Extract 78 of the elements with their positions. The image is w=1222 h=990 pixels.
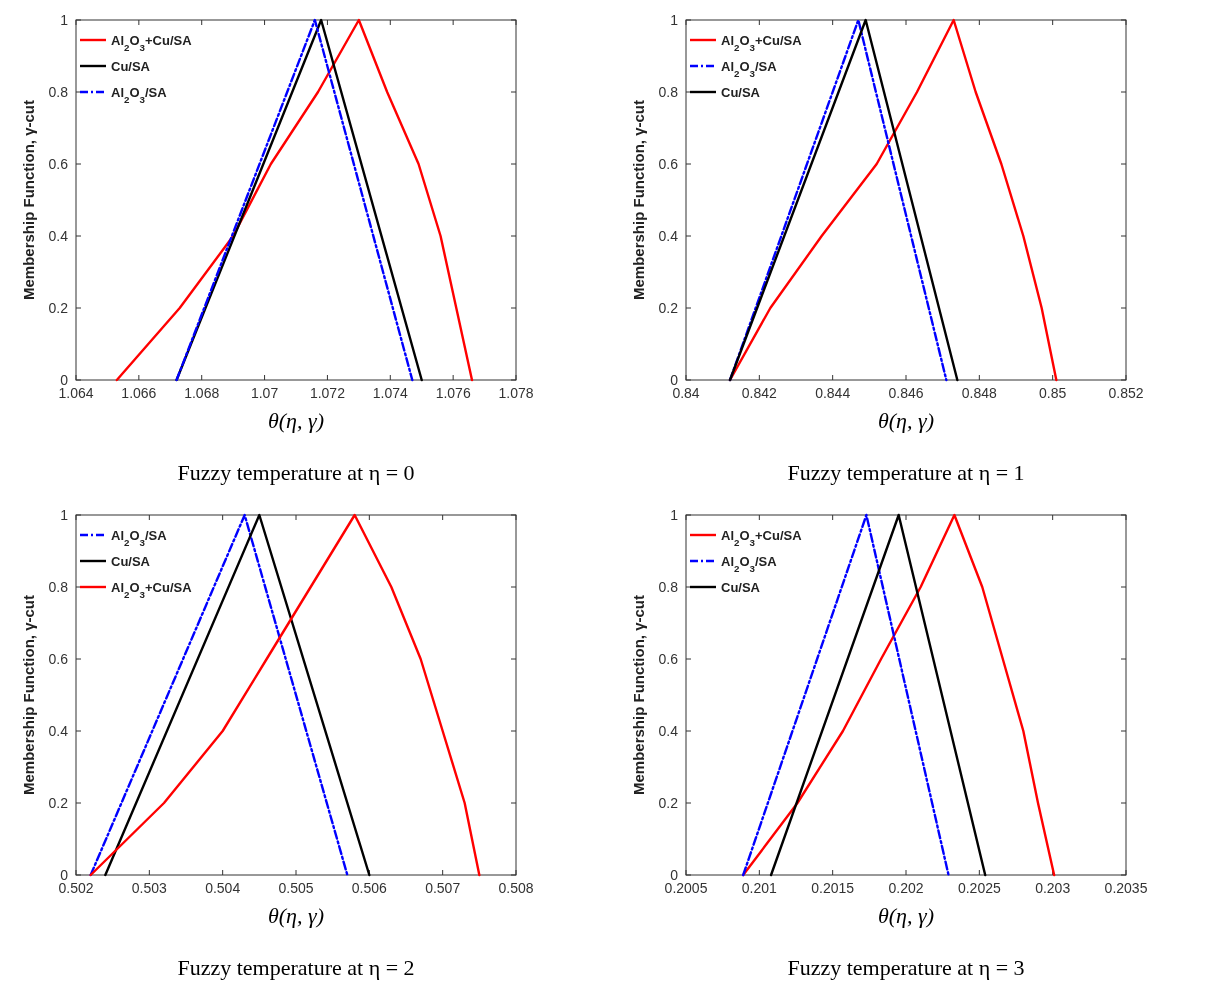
y-tick-label: 0.8	[48, 83, 69, 100]
y-tick-label: 0.8	[658, 83, 679, 100]
x-axis-title: θ(η, γ)	[267, 903, 325, 928]
x-tick-label: 0.844	[815, 385, 851, 401]
text: Fuzzy temperature at η = 1	[787, 460, 1025, 485]
legend-label: Cu/SA	[111, 58, 151, 74]
y-axis-title: Membership Function, γ-cut	[630, 594, 647, 796]
y-tick-label: 0.4	[48, 722, 69, 739]
text: Fuzzy temperature at η = 3	[787, 955, 1025, 980]
x-tick-label: 0.201	[741, 880, 778, 896]
x-axis-title: θ(η, γ)	[267, 408, 325, 433]
y-tick-label: 0	[670, 866, 679, 883]
y-tick-label: 0.6	[658, 155, 679, 172]
x-tick-label: 0.502	[58, 880, 94, 896]
legend-label: Al$_{2}$O$_{3}$/SA	[111, 527, 168, 548]
y-tick-label: 0.2	[48, 794, 69, 811]
x-tick-label: 0.503	[131, 880, 168, 896]
y-tick-label: 0.4	[48, 227, 69, 244]
y-axis-title: Membership Function, γ-cut	[20, 594, 37, 796]
x-axis-title: θ(η, γ)	[877, 903, 935, 928]
y-tick-label: 0.6	[48, 155, 69, 172]
y-tick-label: 1	[670, 506, 679, 523]
y-tick-label: 0	[60, 866, 69, 883]
x-tick-label: 0.2005	[664, 880, 708, 896]
x-tick-label: 1.074	[372, 385, 409, 401]
legend-label: Al$_{2}$O$_{3}$/SA	[721, 553, 778, 574]
y-tick-label: 0.6	[658, 650, 679, 667]
x-tick-label: 0.842	[741, 385, 778, 401]
x-tick-label: 0.507	[425, 880, 461, 896]
x-tick-label: 0.84	[672, 385, 700, 401]
x-tick-label: 0.2015	[811, 880, 855, 896]
x-tick-label: 0.505	[278, 880, 314, 896]
x-tick-label: 0.85	[1039, 385, 1067, 401]
y-tick-label: 1	[60, 506, 69, 523]
x-tick-label: 1.078	[498, 385, 534, 401]
x-tick-label: 1.066	[121, 385, 157, 401]
x-tick-label: 0.203	[1035, 880, 1071, 896]
text: Fuzzy temperature at η = 0	[177, 460, 415, 485]
x-tick-label: 0.506	[351, 880, 388, 896]
x-axis-title: θ(η, γ)	[877, 408, 935, 433]
legend-label: Al$_{2}$O$_{3}$/SA	[721, 58, 778, 79]
y-tick-label: 0.2	[48, 299, 69, 316]
legend-label: Al$_{2}$O$_{3}$+Cu/SA	[111, 579, 193, 600]
y-tick-label: 0	[60, 371, 69, 388]
legend-label: Al$_{2}$O$_{3}$+Cu/SA	[111, 32, 193, 53]
x-tick-label: 0.848	[961, 385, 998, 401]
y-tick-label: 1	[670, 11, 679, 28]
y-tick-label: 0.8	[658, 578, 679, 595]
y-tick-label: 0.2	[658, 794, 679, 811]
legend-label: Cu/SA	[111, 553, 151, 569]
legend-label: Cu/SA	[721, 84, 761, 100]
line-series	[89, 513, 481, 877]
x-tick-label: 0.2025	[957, 880, 1001, 896]
x-tick-label: 0.508	[498, 880, 534, 896]
x-tick-label: 0.504	[205, 880, 241, 896]
y-tick-label: 1	[60, 11, 69, 28]
y-axis-title: Membership Function, γ-cut	[20, 99, 37, 301]
x-tick-label: 0.2035	[1104, 880, 1148, 896]
text: Fuzzy temperature at η = 2	[177, 955, 415, 980]
y-axis-title: Membership Function, γ-cut	[630, 99, 647, 301]
legend-label: Al$_{2}$O$_{3}$+Cu/SA	[721, 32, 803, 53]
x-tick-label: 1.076	[435, 385, 471, 401]
y-tick-label: 0.2	[658, 299, 679, 316]
x-tick-label: 0.852	[1108, 385, 1144, 401]
y-tick-label: 0	[670, 371, 679, 388]
legend-label: Cu/SA	[721, 579, 761, 595]
x-tick-label: 1.068	[184, 385, 220, 401]
y-tick-label: 0.8	[48, 578, 69, 595]
x-tick-label: 1.064	[58, 385, 94, 401]
y-tick-label: 0.4	[658, 227, 679, 244]
y-tick-label: 0.4	[658, 722, 679, 739]
legend-label: Al$_{2}$O$_{3}$+Cu/SA	[721, 527, 803, 548]
legend-label: Al$_{2}$O$_{3}$/SA	[111, 84, 168, 105]
x-tick-label: 1.07	[250, 385, 279, 401]
x-tick-label: 0.202	[888, 880, 924, 896]
x-tick-label: 1.072	[309, 385, 346, 401]
x-tick-label: 0.846	[888, 385, 924, 401]
y-tick-label: 0.6	[48, 650, 69, 667]
